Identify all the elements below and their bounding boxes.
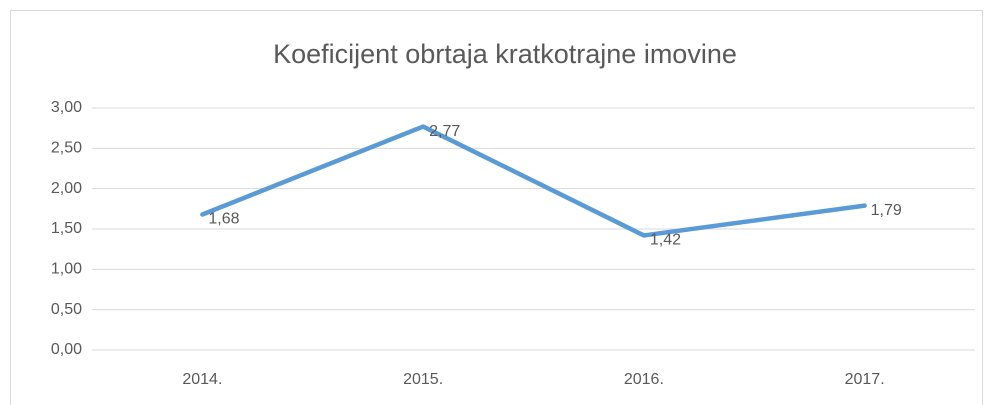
y-tick-label: 2,50 [51,140,82,157]
x-tick-label: 2015. [403,371,443,388]
data-label: 1,79 [871,202,902,219]
data-label: 2,77 [429,123,460,140]
y-tick-label: 1,00 [51,261,82,278]
x-tick-label: 2014. [182,371,222,388]
x-tick-label: 2016. [624,371,664,388]
y-tick-label: 2,00 [51,180,82,197]
line-series [200,124,867,238]
y-tick-label: 3,00 [51,99,82,116]
y-tick-label: 1,50 [51,220,82,237]
data-label: 1,42 [650,232,681,249]
y-tick-label: 0,50 [51,301,82,318]
chart-frame [10,10,983,405]
x-tick-label: 2017. [845,371,885,388]
data-label: 1,68 [208,211,239,228]
y-tick-label: 0,00 [51,341,82,358]
chart-title: Koeficijent obrtaja kratkotrajne imovine [273,39,737,69]
